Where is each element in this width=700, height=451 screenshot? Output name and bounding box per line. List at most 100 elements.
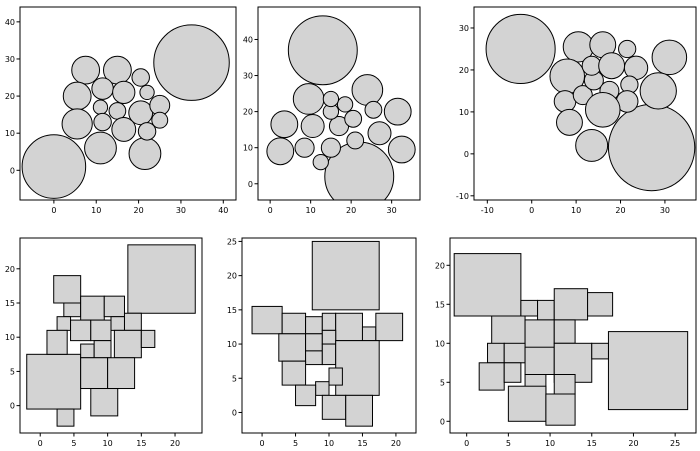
square-mark	[321, 312, 337, 331]
axes-frame	[19, 6, 237, 201]
square-mark	[587, 292, 614, 317]
circle-mark	[618, 39, 637, 59]
circle-mark	[21, 134, 87, 199]
x-tick-label: 15	[136, 439, 146, 448]
circle-mark	[270, 110, 299, 139]
circle-mark	[93, 112, 112, 132]
square-mark	[305, 316, 323, 335]
circle-mark	[312, 153, 329, 171]
square-mark	[123, 312, 142, 331]
circle-mark	[351, 74, 384, 106]
x-tick-label: 20	[170, 439, 180, 448]
x-tick-label: 0	[260, 439, 265, 448]
x-tick-label: 10	[324, 439, 334, 448]
x-tick-label: 20	[133, 206, 143, 215]
square-mark	[107, 357, 136, 390]
circle-mark	[485, 13, 556, 84]
square-mark	[46, 329, 68, 355]
axes-frame	[19, 237, 203, 434]
circle-mark	[287, 15, 358, 86]
chart-panel-5: 0 5 10 15 20 0 5 10 15 20 25	[227, 237, 417, 448]
square-mark	[553, 319, 576, 344]
x-tick-label: 0	[51, 206, 56, 215]
square-mark	[80, 357, 109, 390]
square-mark	[80, 295, 105, 321]
circle-mark	[572, 85, 593, 106]
axes-frame	[449, 237, 697, 434]
square-mark	[553, 374, 576, 395]
y-tick-label: 30	[459, 24, 469, 33]
circle-mark	[553, 90, 577, 113]
circle-mark	[346, 131, 365, 150]
x-tick-label: 20	[391, 439, 401, 448]
square-mark	[56, 316, 72, 331]
square-mark	[321, 394, 347, 420]
square-mark	[80, 343, 95, 359]
y-tick-label: 0	[232, 408, 237, 417]
axes-frame	[473, 6, 697, 201]
y-tick-label: 5	[440, 378, 445, 387]
square-mark	[70, 319, 92, 342]
circle-mark	[607, 103, 696, 192]
y-tick-label: 10	[5, 129, 15, 138]
x-tick-label: 10	[103, 439, 113, 448]
marks	[26, 244, 196, 427]
square-mark	[491, 315, 526, 348]
x-tick-label: 10	[91, 206, 101, 215]
y-tick-label: 10	[5, 333, 15, 342]
square-mark	[524, 319, 555, 352]
square-mark	[553, 288, 589, 321]
circle-mark	[131, 68, 150, 87]
circle-mark	[387, 135, 416, 164]
y-tick-label: 20	[5, 265, 15, 274]
y-tick-label: 0	[10, 402, 15, 411]
x-tick-label: 15	[587, 439, 597, 448]
y-tick-label: 10	[227, 340, 237, 349]
square-mark	[140, 329, 156, 348]
square-mark	[103, 295, 125, 318]
square-mark	[591, 342, 609, 360]
y-tick-label: 20	[243, 108, 253, 117]
y-tick-label: 30	[243, 72, 253, 81]
circle-mark	[92, 99, 109, 115]
circle-mark	[111, 117, 137, 142]
circle-mark	[320, 137, 341, 158]
marks	[485, 13, 696, 192]
marks	[453, 253, 689, 426]
circle-mark	[139, 84, 155, 101]
square-mark	[321, 329, 337, 345]
x-tick-label: 0	[529, 206, 534, 215]
x-tick-label: 5	[71, 439, 76, 448]
marks	[266, 15, 416, 200]
y-tick-label: 15	[435, 300, 445, 309]
chart-panel-3: -10 0 10 20 30 -10 0 10 20 30	[456, 6, 697, 215]
square-mark	[295, 384, 317, 407]
y-tick-label: 0	[440, 417, 445, 426]
y-tick-label: 0	[248, 180, 253, 189]
x-tick-label: -10	[481, 206, 494, 215]
square-mark	[335, 340, 380, 396]
circle-mark	[137, 122, 157, 141]
circle-mark	[336, 96, 354, 113]
square-mark	[26, 353, 82, 410]
y-tick-label: 20	[5, 92, 15, 101]
square-mark	[607, 331, 689, 411]
x-tick-label: 20	[615, 206, 625, 215]
x-tick-label: 10	[571, 206, 581, 215]
y-tick-label: 5	[232, 374, 237, 383]
y-tick-label: 15	[5, 299, 15, 308]
square-mark	[315, 381, 330, 396]
square-mark	[311, 240, 380, 311]
square-mark	[53, 275, 82, 304]
x-tick-label: 10	[306, 206, 316, 215]
x-tick-label: 5	[506, 439, 511, 448]
y-tick-label: 0	[10, 166, 15, 175]
x-tick-label: 0	[268, 206, 273, 215]
square-mark	[281, 360, 307, 386]
x-tick-label: 10	[545, 439, 555, 448]
circle-mark	[383, 97, 412, 126]
circle-mark	[128, 137, 162, 170]
square-mark	[487, 342, 505, 364]
square-mark	[113, 329, 142, 359]
